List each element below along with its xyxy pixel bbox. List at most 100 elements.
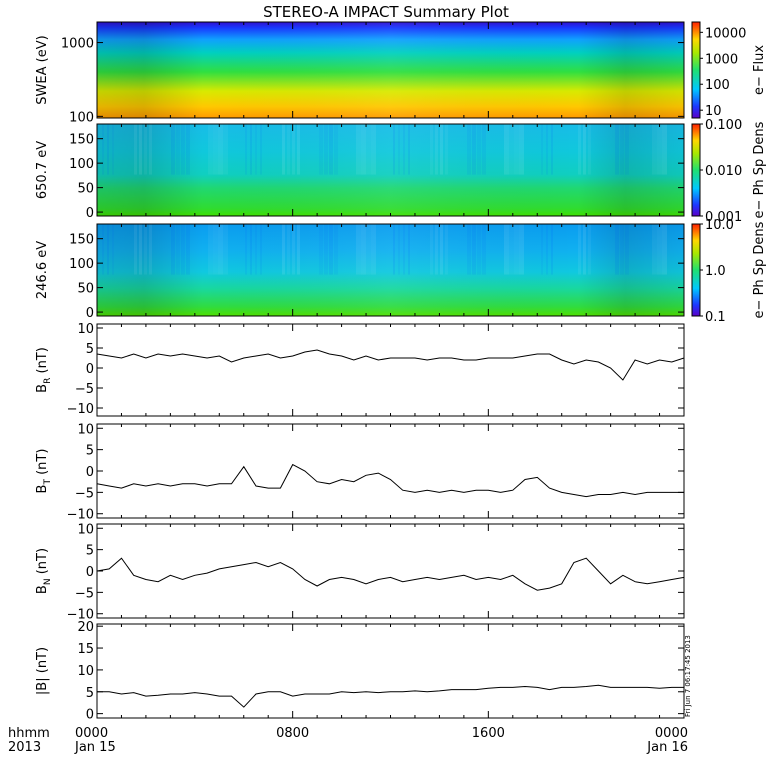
spectrogram-streak xyxy=(430,224,433,275)
colorbar-tick-label: 10.0 xyxy=(705,218,734,233)
colorbar xyxy=(691,223,701,317)
spectrogram-streak xyxy=(652,124,657,175)
y-tick-label: 150 xyxy=(69,233,94,248)
spectrogram-streak xyxy=(139,224,142,275)
spectrogram-streak xyxy=(324,124,328,175)
spectrogram-streak xyxy=(107,224,109,275)
colorbar-tick-label: 100 xyxy=(705,78,730,93)
y-tick-label: 100 xyxy=(69,157,94,172)
spectrogram-streak xyxy=(398,124,400,175)
y-tick-label: 10 xyxy=(77,422,94,437)
colorbar-tick-label: 0.001 xyxy=(705,210,742,225)
spectrogram-streak xyxy=(171,124,175,175)
spectrogram-streak xyxy=(546,124,548,175)
spectrogram-streak xyxy=(504,224,509,275)
y-axis-label-unit: (nT) xyxy=(35,347,50,377)
spectrogram-streak xyxy=(588,124,591,175)
spectrogram-streak xyxy=(260,224,262,275)
spectrogram-streak xyxy=(181,224,185,275)
x-tick-label: 0800 xyxy=(276,726,309,741)
y-tick-label: 10 xyxy=(77,664,94,679)
spectrogram-streak xyxy=(149,124,152,175)
spectrogram-streak xyxy=(519,124,524,175)
panel-frame xyxy=(96,323,685,417)
spectrogram-streak xyxy=(255,124,257,175)
spectrogram-streak xyxy=(657,224,662,275)
spectrogram-streak xyxy=(440,124,443,175)
y-tick-label: 0 xyxy=(86,206,94,221)
spectrogram-streak xyxy=(583,124,586,175)
spectrogram-streak xyxy=(361,224,366,275)
spectrogram-streak xyxy=(477,224,481,275)
spectrogram-shading xyxy=(97,124,684,216)
y-tick-label: −5 xyxy=(75,586,94,601)
spectrogram-streak xyxy=(519,224,524,275)
y-tick-label: 50 xyxy=(77,182,94,197)
spectrogram-streak xyxy=(287,124,290,175)
spectrogram-streak xyxy=(208,224,213,275)
spectrogram-streak xyxy=(292,224,295,275)
spectrogram-streak xyxy=(218,124,223,175)
spectrogram-streak xyxy=(181,124,185,175)
spectrogram-streak xyxy=(371,224,376,275)
magnetic-field-trace xyxy=(96,349,685,381)
y-axis-label-main: |B| xyxy=(35,677,50,695)
spectrogram-streak xyxy=(144,224,147,275)
x-date-label: Jan 15 xyxy=(74,740,116,755)
spectrogram-streak xyxy=(445,124,448,175)
spectrogram-shading xyxy=(97,224,684,316)
panel-frame xyxy=(96,423,685,519)
spectrogram-streak xyxy=(218,224,223,275)
spectrogram-streak xyxy=(615,224,619,275)
panel-3: 0.1 1.0 10.0 e− Ph Sp Dens 0 50 100 150 246.6 eV xyxy=(35,218,767,325)
spectrogram-streak xyxy=(329,124,333,175)
panel-2: 0.001 0.010 0.100 e− Ph Sp Dens 0 50 100 150 650… xyxy=(35,118,767,225)
spectrogram-streak xyxy=(620,124,624,175)
plot-title: STEREO-A IMPACT Summary Plot xyxy=(263,3,509,21)
panel-6: −10 −5 0 5 10 BN (nT) xyxy=(35,522,685,623)
spectrogram-streak xyxy=(578,124,581,175)
colorbar-tick-label: 1000 xyxy=(705,52,738,67)
spectrogram-streak xyxy=(144,124,147,175)
spectrogram-streak xyxy=(588,224,591,275)
spectrogram-streak xyxy=(398,224,400,275)
colorbar-tick-label: 0.010 xyxy=(705,164,742,179)
spectrogram-streak xyxy=(662,124,667,175)
spectrogram-streak xyxy=(430,124,433,175)
spectrogram-streak xyxy=(435,224,438,275)
y-tick-label: 1000 xyxy=(61,37,94,52)
spectrogram-streak xyxy=(176,224,180,275)
spectrogram-streak xyxy=(504,124,509,175)
spectrogram-streak xyxy=(467,124,471,175)
panel-frame xyxy=(96,523,685,619)
magnetic-field-trace xyxy=(96,463,684,498)
colorbar-tick-label: 0.1 xyxy=(705,310,726,325)
spectrogram-streak xyxy=(292,124,295,175)
spectrogram-streak xyxy=(662,224,667,275)
colorbar xyxy=(691,21,701,119)
timestamp-stamp: Fri Jun 7 06:17:45 2013 xyxy=(684,635,692,717)
y-axis-label: BT (nT) xyxy=(35,449,53,494)
spectrogram-streak xyxy=(472,224,476,275)
spectrogram-streak xyxy=(245,124,247,175)
spectrogram-streak xyxy=(324,224,328,275)
x-date-label: Jan 16 xyxy=(646,740,688,755)
y-tick-label: 50 xyxy=(77,282,94,297)
magnetic-field-trace xyxy=(96,557,685,591)
y-tick-label: 0 xyxy=(86,565,94,580)
spectrogram-streak xyxy=(408,124,410,175)
y-tick-label: 0 xyxy=(86,306,94,321)
spectrogram-streak xyxy=(467,224,471,275)
x-axis-year-label: 2013 xyxy=(8,740,41,755)
spectrogram-streak xyxy=(482,124,486,175)
y-axis-label-main: B xyxy=(35,384,50,393)
spectrogram-streak xyxy=(186,124,190,175)
y-axis-label-sub: T xyxy=(43,479,53,486)
spectrogram-streak xyxy=(356,224,361,275)
y-tick-label: −5 xyxy=(75,486,94,501)
spectrogram-streak xyxy=(551,224,553,275)
y-axis-label: 650.7 eV xyxy=(35,141,50,199)
y-tick-label: 0 xyxy=(86,362,94,377)
spectrogram-streak xyxy=(509,124,514,175)
